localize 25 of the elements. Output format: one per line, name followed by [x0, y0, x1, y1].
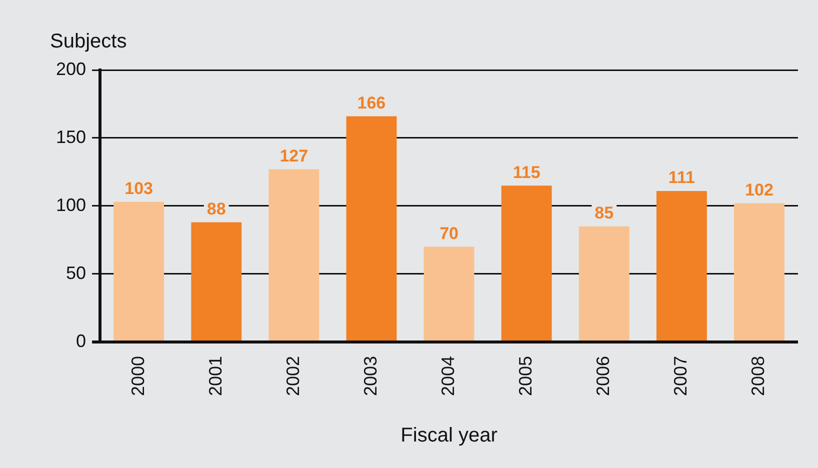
data-label: 102 — [745, 180, 774, 200]
data-label: 103 — [124, 179, 153, 198]
y-tick-label: 50 — [66, 262, 86, 283]
data-label: 115 — [512, 162, 540, 182]
x-axis-title: Fiscal year — [400, 424, 498, 447]
y-tick-label: 200 — [56, 58, 86, 79]
y-axis-title: Subjects — [50, 30, 127, 53]
data-label: 166 — [357, 93, 386, 112]
data-label: 88 — [206, 199, 226, 218]
x-tick-label: 2003 — [360, 356, 380, 396]
data-label: 85 — [594, 204, 614, 223]
data-label: 127 — [280, 146, 308, 166]
data-label: 111 — [668, 168, 695, 188]
x-tick-label: 2004 — [438, 356, 458, 396]
x-tick-label: 2005 — [516, 356, 536, 396]
x-tick-label: 2006 — [593, 356, 614, 396]
y-tick-label: 100 — [56, 194, 86, 215]
data-label: 70 — [440, 224, 458, 243]
x-tick-label: 2001 — [205, 356, 226, 396]
x-tick-label: 2000 — [128, 356, 148, 396]
x-tick-label: 2002 — [282, 356, 303, 396]
x-tick-label: 2007 — [670, 356, 691, 396]
x-tick-label: 2008 — [748, 356, 768, 396]
y-tick-label: 0 — [76, 330, 86, 351]
y-tick-label: 150 — [56, 126, 86, 147]
